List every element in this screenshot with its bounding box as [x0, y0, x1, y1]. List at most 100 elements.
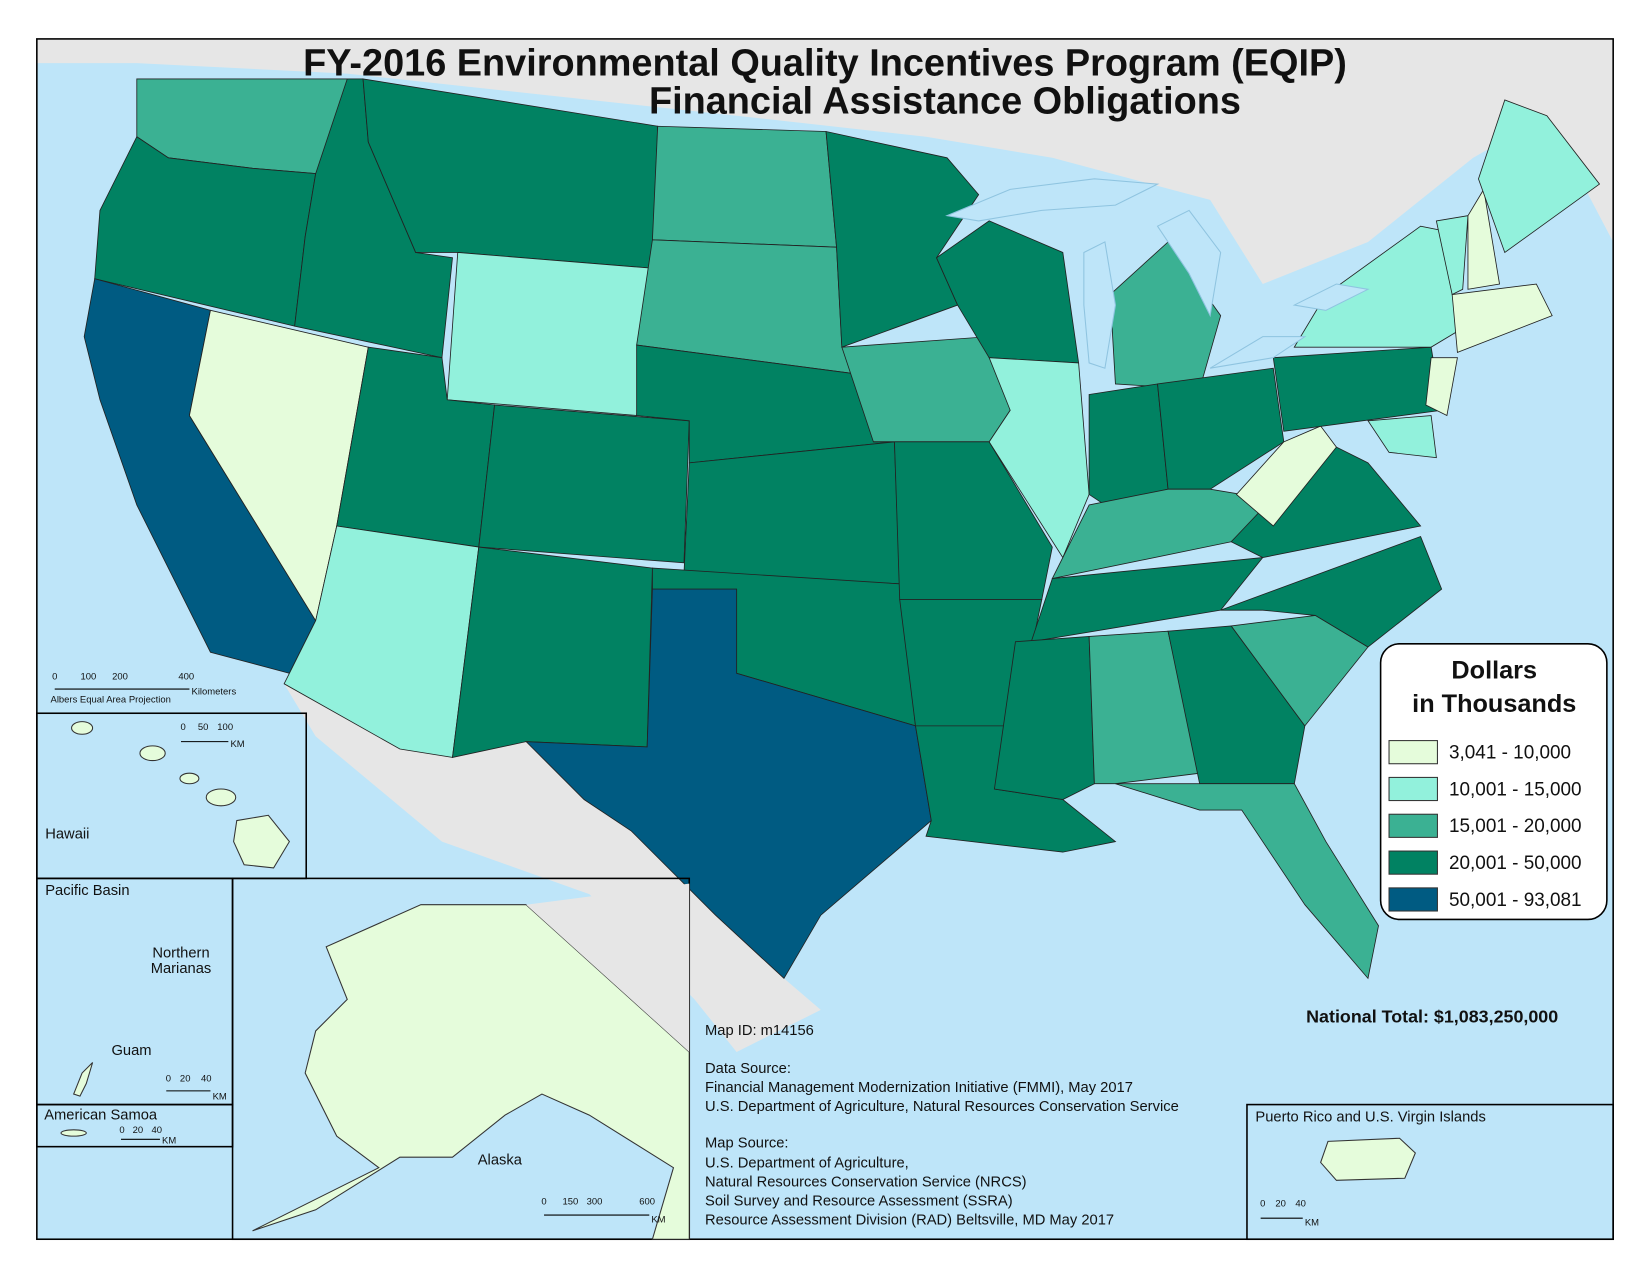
lake-michigan	[1083, 241, 1116, 369]
scale-label: 0	[180, 722, 185, 733]
scale-label: 20	[180, 1073, 191, 1084]
note-line: Natural Resources Conservation Service (…	[705, 1175, 1027, 1191]
legend-swatch	[1388, 776, 1438, 802]
projection: Albers Equal Area Projection	[51, 695, 171, 706]
island	[205, 788, 237, 807]
hawaii-islands	[71, 721, 291, 869]
note-line: Resource Assessment Division (RAD) Belts…	[705, 1213, 1114, 1229]
alaska-scale: 0 150 300 600	[541, 1197, 655, 1208]
legend-title: in Thousands	[1412, 690, 1576, 718]
marianas-label: Marianas	[151, 961, 212, 977]
state	[1451, 283, 1553, 354]
state	[1220, 535, 1443, 648]
scale-label: 0	[119, 1125, 124, 1136]
state	[1425, 357, 1458, 417]
state	[651, 125, 838, 248]
note-line: Map Source:	[705, 1136, 788, 1152]
pacific-label: Pacific Basin	[45, 883, 129, 899]
state	[1088, 630, 1201, 785]
puerto-rico	[1320, 1137, 1416, 1181]
scale-label: 0	[1260, 1199, 1265, 1210]
legend-label: 3,041 - 10,000	[1449, 742, 1571, 763]
hawaii-label: Hawaii	[45, 826, 89, 842]
guam	[72, 1062, 94, 1097]
scale-label: 50	[198, 722, 209, 733]
note-line: Soil Survey and Resource Assessment (SSR…	[705, 1194, 1013, 1210]
scale-label: 40	[201, 1073, 212, 1084]
lake-erie	[1209, 336, 1307, 369]
samoa-island	[60, 1129, 87, 1137]
state	[525, 588, 932, 980]
map-frame	[36, 38, 1614, 1241]
state	[683, 441, 901, 585]
scale-label: 40	[152, 1125, 163, 1136]
note-line: Map ID: m14156	[705, 1023, 814, 1039]
notes: Map ID: m14156 Data Source: Financial Mana…	[705, 1023, 1179, 1228]
legend-swatch	[1388, 813, 1438, 838]
note-line: U.S. Department of Agriculture,	[705, 1156, 909, 1172]
scale-label: 400	[178, 672, 194, 683]
state	[1367, 415, 1437, 459]
scale-label: 0	[52, 672, 57, 683]
legend-swatch	[1388, 740, 1438, 765]
lake-huron	[1156, 209, 1222, 318]
guam-label: Guam	[111, 1043, 151, 1059]
legend-title: Dollars	[1451, 657, 1537, 685]
scale-label: 150	[562, 1197, 578, 1208]
legend-label: 15,001 - 20,000	[1449, 816, 1582, 837]
state	[446, 252, 653, 416]
lake-superior	[945, 178, 1160, 222]
state	[993, 635, 1095, 800]
state	[1088, 383, 1169, 506]
scale-unit: KM	[230, 739, 244, 750]
state	[1478, 99, 1601, 254]
canada	[36, 38, 1614, 285]
state	[1235, 425, 1337, 527]
scale-label: 0	[166, 1073, 171, 1084]
title-line-2: Financial Assistance Obligations	[649, 81, 1241, 123]
samoa-scale: 0 20 40	[119, 1125, 162, 1136]
title-line-1: FY-2016 Environmental Quality Incentives…	[303, 43, 1347, 85]
samoa-label: American Samoa	[44, 1107, 158, 1123]
state	[1467, 188, 1501, 290]
alaska	[252, 904, 690, 1240]
puerto-rico-inset	[1246, 1103, 1614, 1241]
pacific-scale: 0 20 40	[166, 1073, 212, 1084]
scale-label: 40	[1295, 1199, 1306, 1210]
main-scale: 0 100 200 400	[52, 672, 194, 683]
island	[233, 814, 291, 869]
lake-ontario	[1292, 283, 1370, 311]
scale-label: 0	[541, 1197, 546, 1208]
scale-unit: KM	[162, 1136, 176, 1147]
scale-label: 300	[587, 1197, 603, 1208]
state	[1115, 783, 1379, 980]
legend-label: 20,001 - 50,000	[1449, 853, 1582, 874]
national-total: National Total: $1,083,250,000	[1306, 1007, 1558, 1027]
state	[478, 404, 690, 564]
note-line: U.S. Department of Agriculture, Natural …	[705, 1099, 1179, 1115]
legend: 3,041 - 10,000 10,001 - 15,000 15,001 - 20…	[1388, 740, 1582, 912]
scale-label: 200	[112, 672, 128, 683]
note-line: Data Source:	[705, 1061, 791, 1077]
scale-unit: KM	[213, 1091, 227, 1102]
alaska-label: Alaska	[478, 1153, 523, 1169]
legend-swatch	[1388, 850, 1438, 875]
island	[71, 721, 94, 735]
scale-label: 100	[217, 722, 233, 733]
scale-unit: Kilometers	[192, 686, 237, 697]
state	[1167, 625, 1306, 785]
island	[179, 772, 200, 785]
scale-label: 100	[81, 672, 97, 683]
scale-label: 20	[1275, 1199, 1286, 1210]
state	[1435, 215, 1469, 296]
scale-unit: KM	[1305, 1218, 1319, 1229]
legend-swatch	[1388, 887, 1438, 912]
puerto-rico-label: Puerto Rico and U.S. Virgin Islands	[1255, 1109, 1485, 1125]
canada	[526, 883, 690, 1052]
legend-label: 50,001 - 93,081	[1449, 890, 1582, 911]
state	[451, 546, 653, 758]
scale-unit: KM	[651, 1214, 665, 1225]
states	[83, 78, 1601, 980]
legend-label: 10,001 - 15,000	[1449, 779, 1582, 800]
